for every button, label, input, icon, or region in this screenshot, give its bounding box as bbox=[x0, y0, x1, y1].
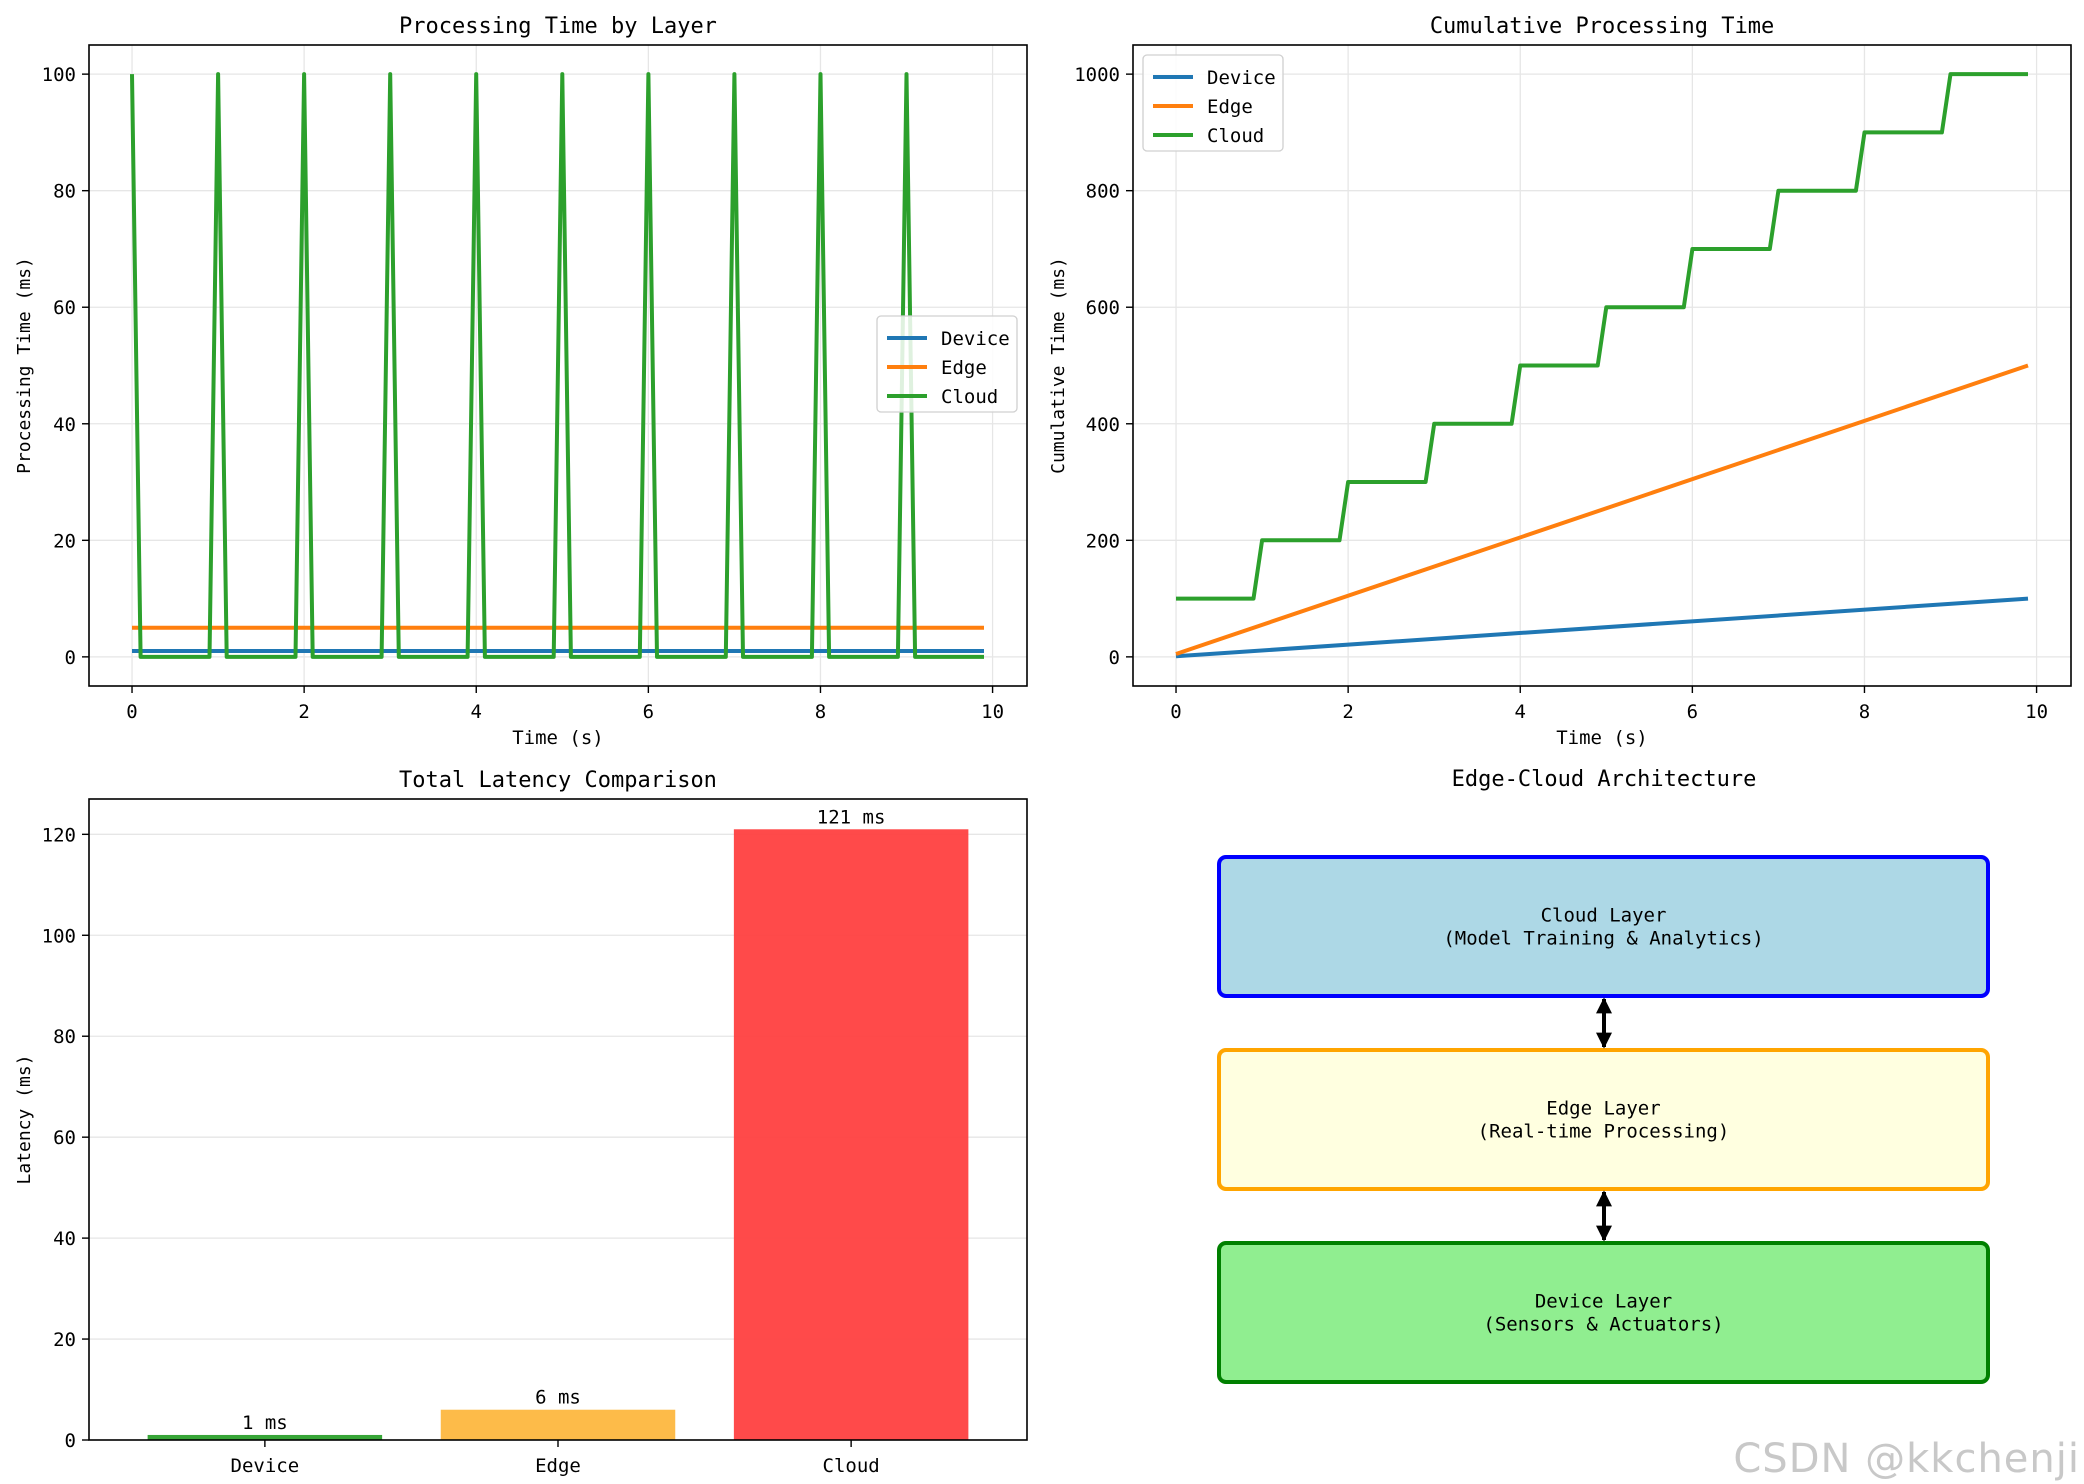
series-line-device bbox=[1175, 596, 2029, 659]
plot-frame bbox=[1132, 44, 2072, 687]
legend-label-cloud: Cloud bbox=[941, 386, 998, 408]
line-chart-2: 0 2 4 6 8 10 0 200 400 600 800 1000 Cumulative Proce… bbox=[1048, 14, 2072, 749]
series-line-cloud bbox=[1176, 72, 2028, 601]
y-tick-label: 400 bbox=[1086, 414, 1120, 436]
x-tick-label: 8 bbox=[1859, 701, 1870, 723]
y-tick-label: 100 bbox=[42, 925, 76, 947]
plot-frame bbox=[88, 44, 1028, 687]
layer-name: Edge Layer bbox=[1546, 1098, 1660, 1120]
diagram-title: Edge-Cloud Architecture bbox=[1452, 767, 1757, 792]
y-tick-label: 60 bbox=[53, 1127, 76, 1149]
legend-label-device: Device bbox=[941, 328, 1010, 350]
layer-box-edge-layer bbox=[1217, 1048, 1990, 1191]
x-tick-label: Edge bbox=[535, 1455, 581, 1477]
y-tick-label: 40 bbox=[53, 1228, 76, 1250]
x-tick-label: 0 bbox=[126, 701, 137, 723]
y-tick-label: 0 bbox=[65, 1430, 76, 1452]
x-tick-label: 10 bbox=[981, 701, 1004, 723]
y-tick-label: 80 bbox=[53, 181, 76, 203]
y-tick-label: 100 bbox=[42, 64, 76, 86]
y-tick-label: 800 bbox=[1086, 181, 1120, 203]
x-tick-label: 10 bbox=[2025, 701, 2048, 723]
layer-description: (Real-time Processing) bbox=[1478, 1121, 1730, 1143]
legend-label-cloud: Cloud bbox=[1207, 125, 1264, 147]
y-tick-label: 200 bbox=[1086, 530, 1120, 552]
layer-box-device-layer bbox=[1217, 1241, 1990, 1384]
series-line-edge bbox=[1175, 363, 2029, 656]
x-tick-label: 8 bbox=[815, 701, 826, 723]
x-tick-label: Device bbox=[231, 1455, 300, 1477]
y-tick-label: 20 bbox=[53, 530, 76, 552]
y-axis-label: Latency (ms) bbox=[14, 1054, 35, 1184]
legend-label-edge: Edge bbox=[1207, 96, 1253, 118]
bar-value-label: 6 ms bbox=[535, 1387, 581, 1409]
layer-name: Cloud Layer bbox=[1541, 905, 1667, 927]
chart-title: Processing Time by Layer bbox=[399, 14, 717, 39]
layer-name: Device Layer bbox=[1535, 1291, 1672, 1313]
architecture-diagram: Edge-Cloud Architecture Cloud Layer(Model… bbox=[1217, 767, 1990, 1384]
x-tick-label: 4 bbox=[1515, 701, 1526, 723]
x-tick-label: 4 bbox=[471, 701, 482, 723]
y-axis-label: Cumulative Time (ms) bbox=[1048, 257, 1069, 474]
legend-label-device: Device bbox=[1207, 67, 1276, 89]
x-tick-label: 0 bbox=[1170, 701, 1181, 723]
y-tick-label: 80 bbox=[53, 1026, 76, 1048]
layer-description: (Sensors & Actuators) bbox=[1483, 1314, 1723, 1336]
y-tick-label: 20 bbox=[53, 1329, 76, 1351]
legend-label-edge: Edge bbox=[941, 357, 987, 379]
y-axis-label: Processing Time (ms) bbox=[14, 257, 35, 474]
y-tick-label: 40 bbox=[53, 414, 76, 436]
bar-cloud bbox=[733, 829, 969, 1440]
chart-title: Cumulative Processing Time bbox=[1430, 14, 1774, 39]
series-line-cloud bbox=[130, 72, 984, 659]
y-tick-label: 1000 bbox=[1074, 64, 1120, 86]
x-tick-label: 6 bbox=[643, 701, 654, 723]
x-axis-label: Time (s) bbox=[1556, 727, 1648, 749]
bar-edge bbox=[440, 1409, 676, 1440]
layer-box-cloud-layer bbox=[1217, 855, 1990, 998]
watermark: CSDN @kkchenji bbox=[1733, 1436, 2080, 1482]
y-tick-label: 600 bbox=[1086, 297, 1120, 319]
y-tick-label: 0 bbox=[65, 647, 76, 669]
bar-value-label: 1 ms bbox=[242, 1412, 288, 1434]
y-tick-label: 60 bbox=[53, 297, 76, 319]
bar-chart: 1 ms Device 6 ms Edge 121 ms Cloud 0 20 40 60 80 10… bbox=[14, 768, 1028, 1477]
bar-value-label: 121 ms bbox=[817, 806, 886, 828]
x-tick-label: 6 bbox=[1687, 701, 1698, 723]
x-tick-label: Cloud bbox=[823, 1455, 880, 1477]
bar-device bbox=[147, 1434, 383, 1440]
x-axis-label: Time (s) bbox=[512, 727, 604, 749]
y-tick-label: 120 bbox=[42, 824, 76, 846]
y-tick-label: 0 bbox=[1109, 647, 1120, 669]
x-tick-label: 2 bbox=[298, 701, 309, 723]
layer-description: (Model Training & Analytics) bbox=[1443, 928, 1763, 950]
x-tick-label: 2 bbox=[1342, 701, 1353, 723]
chart-title: Total Latency Comparison bbox=[399, 768, 717, 793]
plot-frame bbox=[88, 798, 1028, 1441]
